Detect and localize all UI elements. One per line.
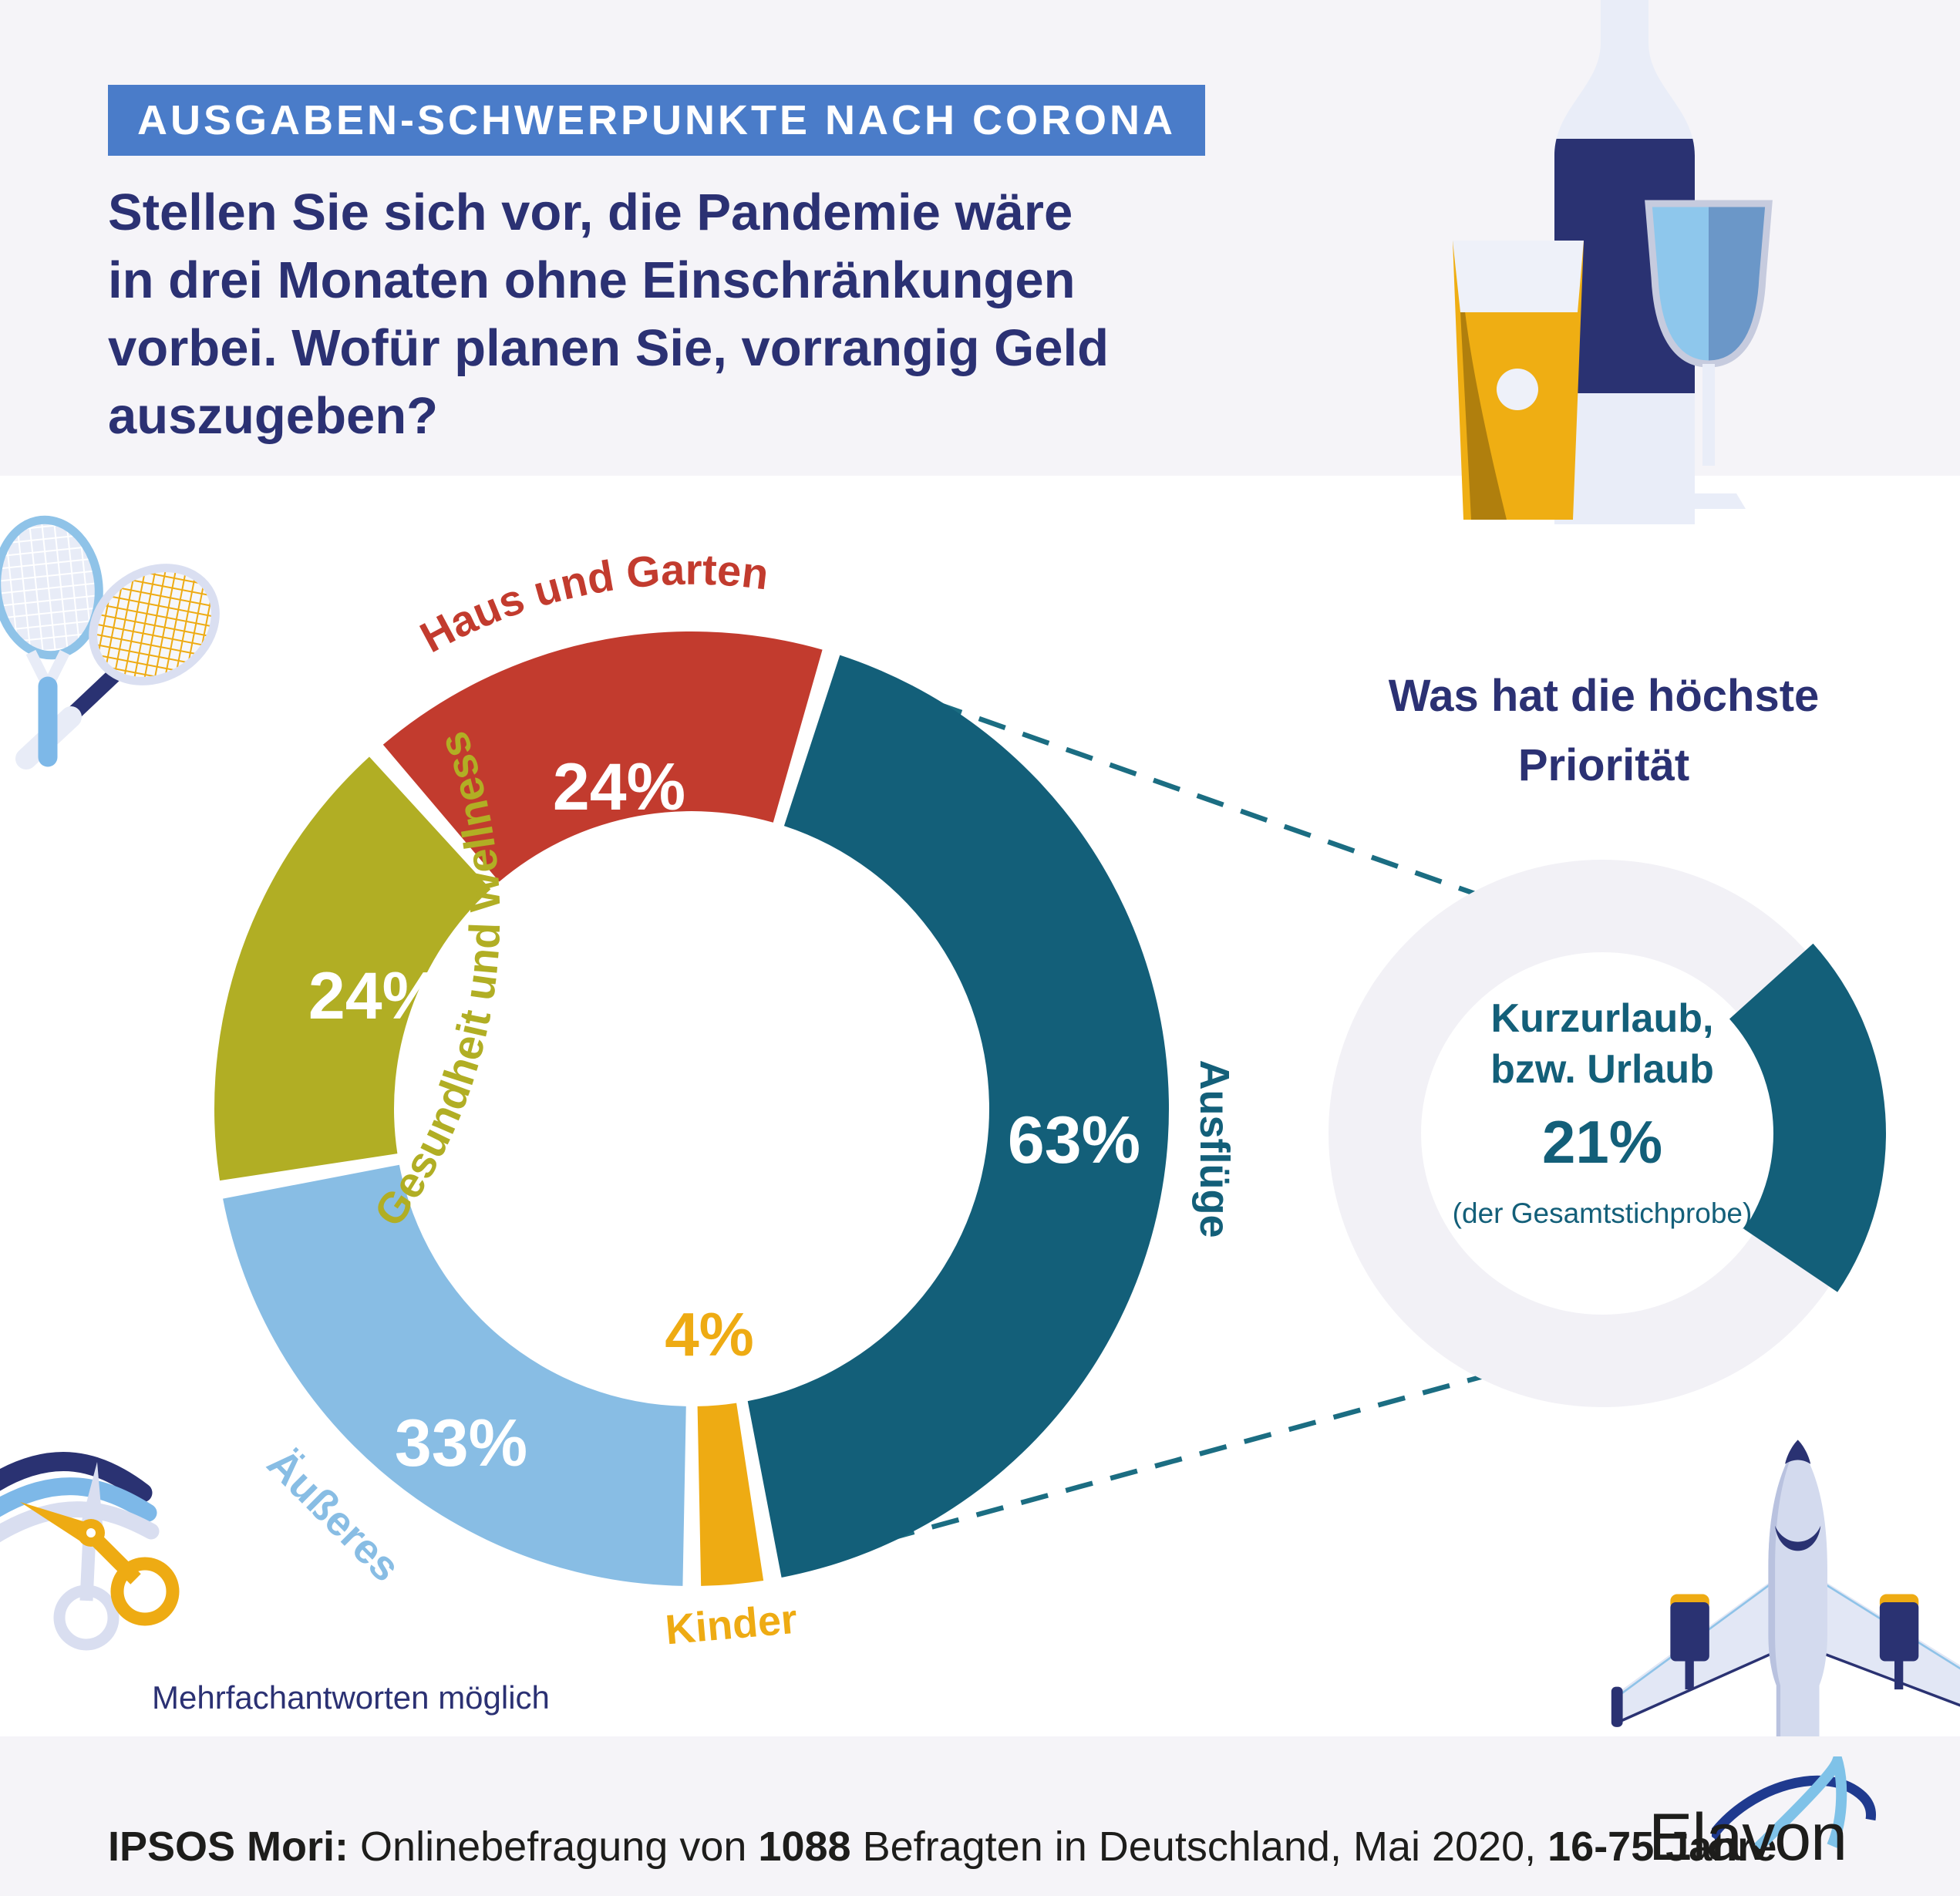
donut-segment-3 (214, 756, 491, 1181)
source-name: IPSOS Mori: (108, 1824, 349, 1870)
page-title: Stellen Sie sich vor, die Pandemie wäre … (108, 184, 1110, 445)
tennis-rackets-illustration (0, 515, 220, 770)
donut-segment-4 (382, 631, 823, 882)
elavon-logo-text: Elavon (1648, 1800, 1847, 1874)
hair-wave-lavender (0, 1501, 160, 1543)
highlight-note: (der Gesamtstichprobe) (1452, 1197, 1753, 1229)
main-donut-segments (214, 631, 1169, 1586)
value-label-aeusseres: 33% (395, 1406, 527, 1480)
hair-wave-navy (0, 1452, 153, 1503)
mini-donut-center-text: Kurzurlaub, bzw. Urlaub 21% (der Gesamts… (1409, 993, 1795, 1230)
scissors-illustration (0, 1452, 180, 1651)
segment-label-haus-und-garten: Haus und Garten (413, 545, 771, 662)
highlight-value: 21% (1541, 1108, 1663, 1176)
priority-panel-title: Was hat die höchste Priorität (1388, 671, 1820, 790)
source-line: IPSOS Mori: Onlinebefragung von 1088 Bef… (108, 1823, 1776, 1871)
source-text-1: Onlinebefragung von (349, 1824, 759, 1870)
elavon-swoosh-icon (1712, 1756, 1876, 1849)
racket-blue-icon (0, 515, 103, 660)
segment-label-kinder: Kinder (664, 1596, 800, 1654)
donut-segment-1 (697, 1403, 764, 1586)
footer-band (0, 1736, 1960, 1896)
segment-label-ausfluege: Ausflüge (1191, 1059, 1238, 1238)
racket-pale-grip (15, 706, 82, 770)
segment-label-gesundheit-und-wellness: Gesundheit und Wellness (364, 726, 509, 1234)
header-badge: AUSGABEN-SCHWERPUNKTE NACH CORONA (108, 85, 1205, 156)
racket-blue-yoke (25, 649, 70, 699)
value-label-ausfluege: 63% (1008, 1103, 1140, 1177)
value-label-gesundheit: 24% (308, 959, 441, 1033)
airplane-illustration (1611, 1440, 1960, 1736)
segment-label-aeusseres: Äußeres (258, 1440, 409, 1591)
airplane-icon (1611, 1440, 1960, 1736)
elavon-logo: Elavon (1641, 1756, 1888, 1891)
multiple-answers-note: Mehrfachantworten möglich (152, 1679, 550, 1716)
hair-wave-blue (0, 1477, 157, 1522)
donut-segment-0 (747, 655, 1169, 1578)
source-text-2: Befragten in Deutschland, Mai 2020, (850, 1824, 1548, 1870)
donut-segment-2 (223, 1164, 686, 1586)
value-label-haus-und-garten: 24% (553, 750, 685, 824)
value-label-kinder: 4% (665, 1300, 754, 1369)
connector-dash-bottom (797, 1346, 1583, 1567)
source-sample-size: 1088 (758, 1824, 851, 1870)
scissors-icon (20, 1462, 180, 1651)
racket-navy-handle (32, 663, 126, 754)
racket-gold-icon (89, 564, 220, 685)
source-age-range: 16-75 Jahre (1547, 1824, 1777, 1870)
highlight-label: Kurzurlaub, bzw. Urlaub (1490, 996, 1714, 1092)
